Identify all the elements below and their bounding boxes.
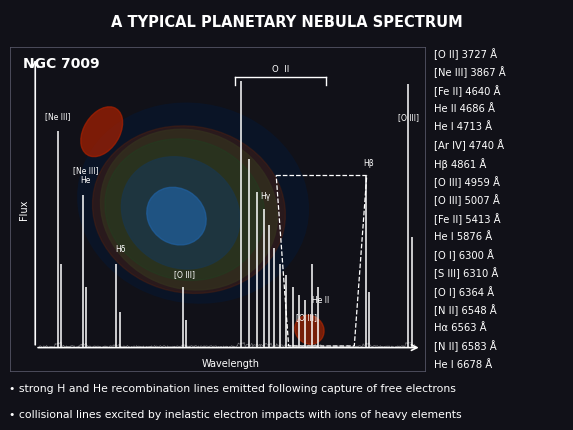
- Ellipse shape: [100, 129, 277, 290]
- Ellipse shape: [295, 315, 324, 344]
- Text: Hβ: Hβ: [363, 159, 374, 168]
- Text: He II 4686 Å: He II 4686 Å: [434, 104, 496, 114]
- Text: [Ar IV] 4740 Å: [Ar IV] 4740 Å: [434, 140, 504, 151]
- Ellipse shape: [78, 103, 308, 303]
- Ellipse shape: [147, 187, 206, 245]
- Text: NGC 7009: NGC 7009: [23, 57, 99, 71]
- Ellipse shape: [105, 139, 265, 280]
- Text: Flux: Flux: [18, 200, 29, 220]
- Text: [O III] 4959 Å: [O III] 4959 Å: [434, 176, 500, 188]
- Text: [Ne III]
He: [Ne III] He: [73, 166, 99, 184]
- Text: A TYPICAL PLANETARY NEBULA SPECTRUM: A TYPICAL PLANETARY NEBULA SPECTRUM: [111, 15, 462, 30]
- Text: He II: He II: [312, 296, 329, 305]
- Text: [O III] 5007 Å: [O III] 5007 Å: [434, 195, 500, 206]
- Text: [O III]: [O III]: [174, 270, 195, 279]
- Text: [Ne III]: [Ne III]: [45, 112, 71, 121]
- Text: Hβ 4861 Å: Hβ 4861 Å: [434, 158, 486, 170]
- Text: [O II] 3727 Å: [O II] 3727 Å: [434, 49, 497, 60]
- Ellipse shape: [121, 157, 240, 269]
- Ellipse shape: [92, 126, 285, 293]
- Text: • strong H and He recombination lines emitted following capture of free electron: • strong H and He recombination lines em…: [9, 384, 456, 394]
- Text: [Fe II] 4640 Å: [Fe II] 4640 Å: [434, 85, 501, 97]
- Text: [S III] 6310 Å: [S III] 6310 Å: [434, 268, 499, 280]
- Text: O  II: O II: [272, 65, 289, 74]
- Text: Hα 6563 Å: Hα 6563 Å: [434, 323, 487, 333]
- Text: He I 5876 Å: He I 5876 Å: [434, 232, 493, 242]
- Text: Wavelength: Wavelength: [202, 359, 260, 369]
- Text: [N II] 6583 Å: [N II] 6583 Å: [434, 341, 497, 353]
- Text: [O I] 6364 Å: [O I] 6364 Å: [434, 286, 494, 298]
- Text: Hγ: Hγ: [261, 192, 271, 201]
- Text: He I 4713 Å: He I 4713 Å: [434, 123, 493, 132]
- Text: • collisional lines excited by inelastic electron impacts with ions of heavy ele: • collisional lines excited by inelastic…: [9, 410, 461, 420]
- Text: [O III]: [O III]: [398, 113, 419, 122]
- Text: [O I] 6300 Å: [O I] 6300 Å: [434, 249, 494, 261]
- Ellipse shape: [81, 107, 123, 157]
- Text: Hδ: Hδ: [115, 245, 125, 254]
- Text: [N II] 6548 Å: [N II] 6548 Å: [434, 304, 497, 316]
- Text: [Ne III] 3867 Å: [Ne III] 3867 Å: [434, 67, 506, 78]
- Text: He I 6678 Å: He I 6678 Å: [434, 360, 493, 370]
- Text: [O III]: [O III]: [296, 313, 317, 322]
- Text: [Fe II] 5413 Å: [Fe II] 5413 Å: [434, 213, 501, 224]
